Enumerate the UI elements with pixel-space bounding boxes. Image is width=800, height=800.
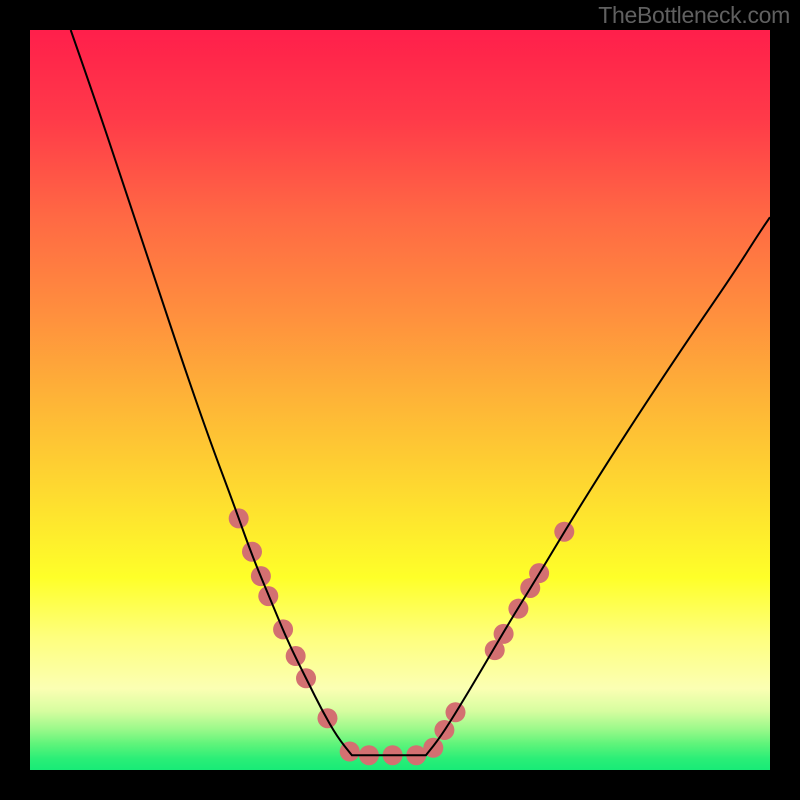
curve-layer <box>30 30 770 770</box>
plot-area <box>30 30 770 770</box>
watermark: TheBottleneck.com <box>598 2 790 29</box>
